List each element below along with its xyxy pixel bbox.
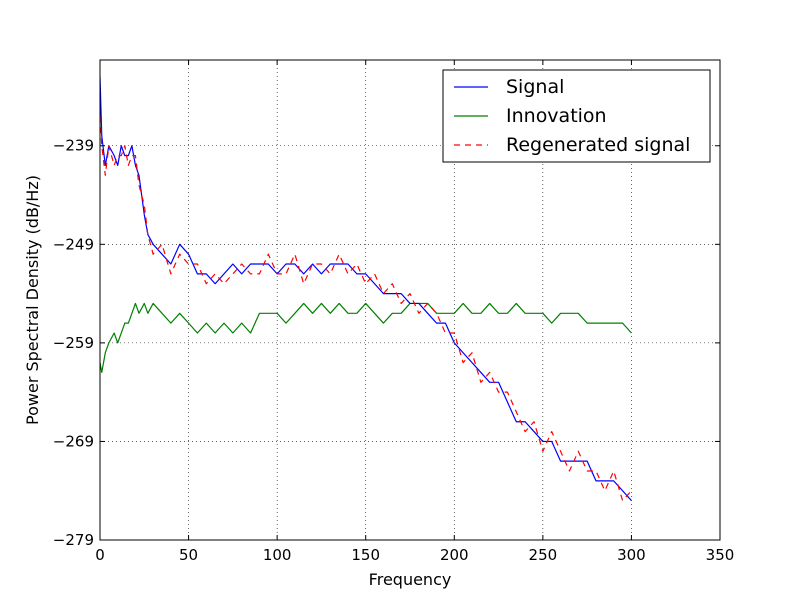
series-layer	[100, 76, 632, 502]
plot-area-frame	[99, 59, 721, 541]
x-tick-label: 100	[263, 546, 292, 564]
legend-entry-innovation: Innovation	[506, 105, 607, 127]
x-tick-label: 200	[440, 546, 469, 564]
x-tick-label: 150	[351, 546, 380, 564]
series-line-signal	[100, 76, 632, 501]
y-tick-label: −279	[53, 531, 94, 549]
x-tick-label: 350	[706, 546, 735, 564]
y-tick-label: −259	[53, 334, 94, 352]
axis-tick-labels: 0 50 100 150 200 250 300 350 −279 −269 −259 −249 −23…	[53, 137, 735, 564]
y-tick-label: −249	[53, 235, 94, 253]
x-axis-label: Frequency	[369, 570, 452, 589]
y-tick-label: −269	[53, 432, 94, 450]
legend-entry-signal: Signal	[506, 76, 564, 98]
legend: Signal Innovation Regenerated signal	[442, 69, 711, 163]
axis-ticks	[99, 60, 721, 541]
series-line-innovation	[100, 302, 632, 374]
x-tick-label: 300	[617, 546, 646, 564]
y-axis-label: Power Spectral Density (dB/Hz)	[23, 175, 42, 425]
x-tick-label: 50	[179, 546, 198, 564]
x-tick-label: 0	[95, 546, 105, 564]
legend-entry-regenerated: Regenerated signal	[506, 134, 690, 156]
x-tick-label: 250	[529, 546, 558, 564]
y-tick-label: −239	[53, 137, 94, 155]
